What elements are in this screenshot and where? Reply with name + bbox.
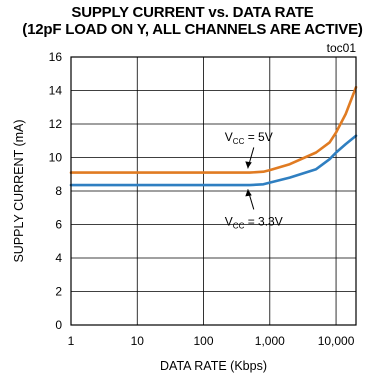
y-tick-label: 14 — [49, 84, 63, 98]
chart-subtitle: (12pF LOAD ON Y, ALL CHANNELS ARE ACTIVE… — [22, 21, 363, 38]
y-tick-label: 2 — [55, 285, 62, 299]
series-label-1: VCC = 3.3V — [225, 214, 283, 230]
x-tick-label: 10 — [131, 334, 145, 348]
x-tick-label: 1 — [68, 334, 75, 348]
y-tick-labels: 0 2 4 6 8 10 12 14 16 — [49, 50, 63, 332]
series-line-1 — [69, 134, 358, 187]
data-curves — [69, 85, 358, 187]
y-tick-label: 4 — [55, 251, 62, 265]
y-tick-label: 10 — [49, 151, 63, 165]
x-axis-label: DATA RATE (Kbps) — [160, 359, 267, 373]
y-tick-label: 8 — [55, 184, 62, 198]
x-tick-labels: 1 10 100 1,000 10,000 — [68, 334, 355, 348]
annotation-arrow-head — [245, 189, 252, 197]
y-tick-label: 16 — [49, 50, 63, 64]
y-tick-label: 6 — [55, 218, 62, 232]
plot-frame — [70, 56, 357, 326]
chart-title: SUPPLY CURRENT vs. DATA RATE — [71, 4, 314, 21]
figure-id: toc01 — [327, 41, 357, 55]
y-tick-label: 12 — [49, 117, 63, 131]
y-axis-label: SUPPLY CURRENT (mA) — [12, 119, 26, 262]
y-tick-label: 0 — [55, 318, 62, 332]
series-label-0: VCC = 5V — [225, 130, 273, 146]
series-annotations: VCC = 5V VCC = 3.3V — [225, 130, 283, 231]
x-tick-label: 100 — [194, 334, 214, 348]
grid-lines — [70, 56, 356, 326]
x-tick-label: 10,000 — [318, 334, 355, 348]
series-line-0 — [69, 85, 358, 174]
x-tick-label: 1,000 — [255, 334, 285, 348]
annotation-arrow-head — [245, 161, 252, 169]
